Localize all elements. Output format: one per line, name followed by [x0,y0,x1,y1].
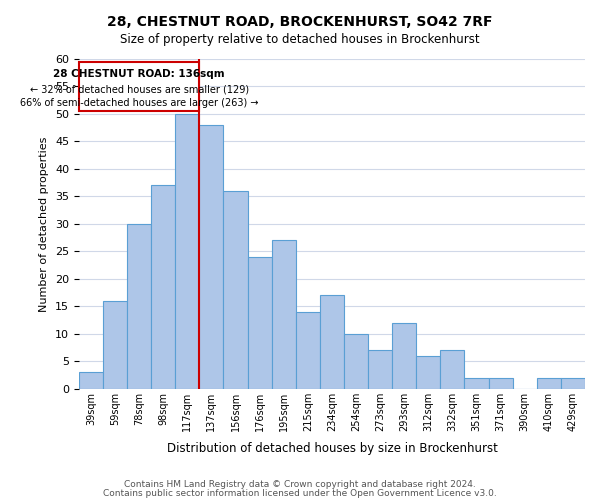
Bar [175,114,199,388]
Bar [392,323,416,388]
Bar [248,257,272,388]
Text: 66% of semi-detached houses are larger (263) →: 66% of semi-detached houses are larger (… [20,98,259,108]
Text: 28 CHESTNUT ROAD: 136sqm: 28 CHESTNUT ROAD: 136sqm [53,70,225,80]
X-axis label: Distribution of detached houses by size in Brockenhurst: Distribution of detached houses by size … [167,442,497,455]
Bar [223,191,248,388]
Bar [296,312,320,388]
Bar [416,356,440,388]
Text: ← 32% of detached houses are smaller (129): ← 32% of detached houses are smaller (12… [29,84,249,94]
Bar [440,350,464,389]
Bar [103,301,127,388]
Bar [272,240,296,388]
Text: Size of property relative to detached houses in Brockenhurst: Size of property relative to detached ho… [120,32,480,46]
Bar [344,334,368,388]
Bar [79,372,103,388]
Bar [488,378,512,388]
Bar [199,125,223,388]
FancyBboxPatch shape [79,62,199,111]
Y-axis label: Number of detached properties: Number of detached properties [40,136,49,312]
Bar [151,186,175,388]
Text: Contains public sector information licensed under the Open Government Licence v3: Contains public sector information licen… [103,488,497,498]
Text: Contains HM Land Registry data © Crown copyright and database right 2024.: Contains HM Land Registry data © Crown c… [124,480,476,489]
Bar [127,224,151,388]
Bar [368,350,392,389]
Bar [320,296,344,388]
Bar [537,378,561,388]
Bar [464,378,488,388]
Text: 28, CHESTNUT ROAD, BROCKENHURST, SO42 7RF: 28, CHESTNUT ROAD, BROCKENHURST, SO42 7R… [107,15,493,29]
Bar [561,378,585,388]
